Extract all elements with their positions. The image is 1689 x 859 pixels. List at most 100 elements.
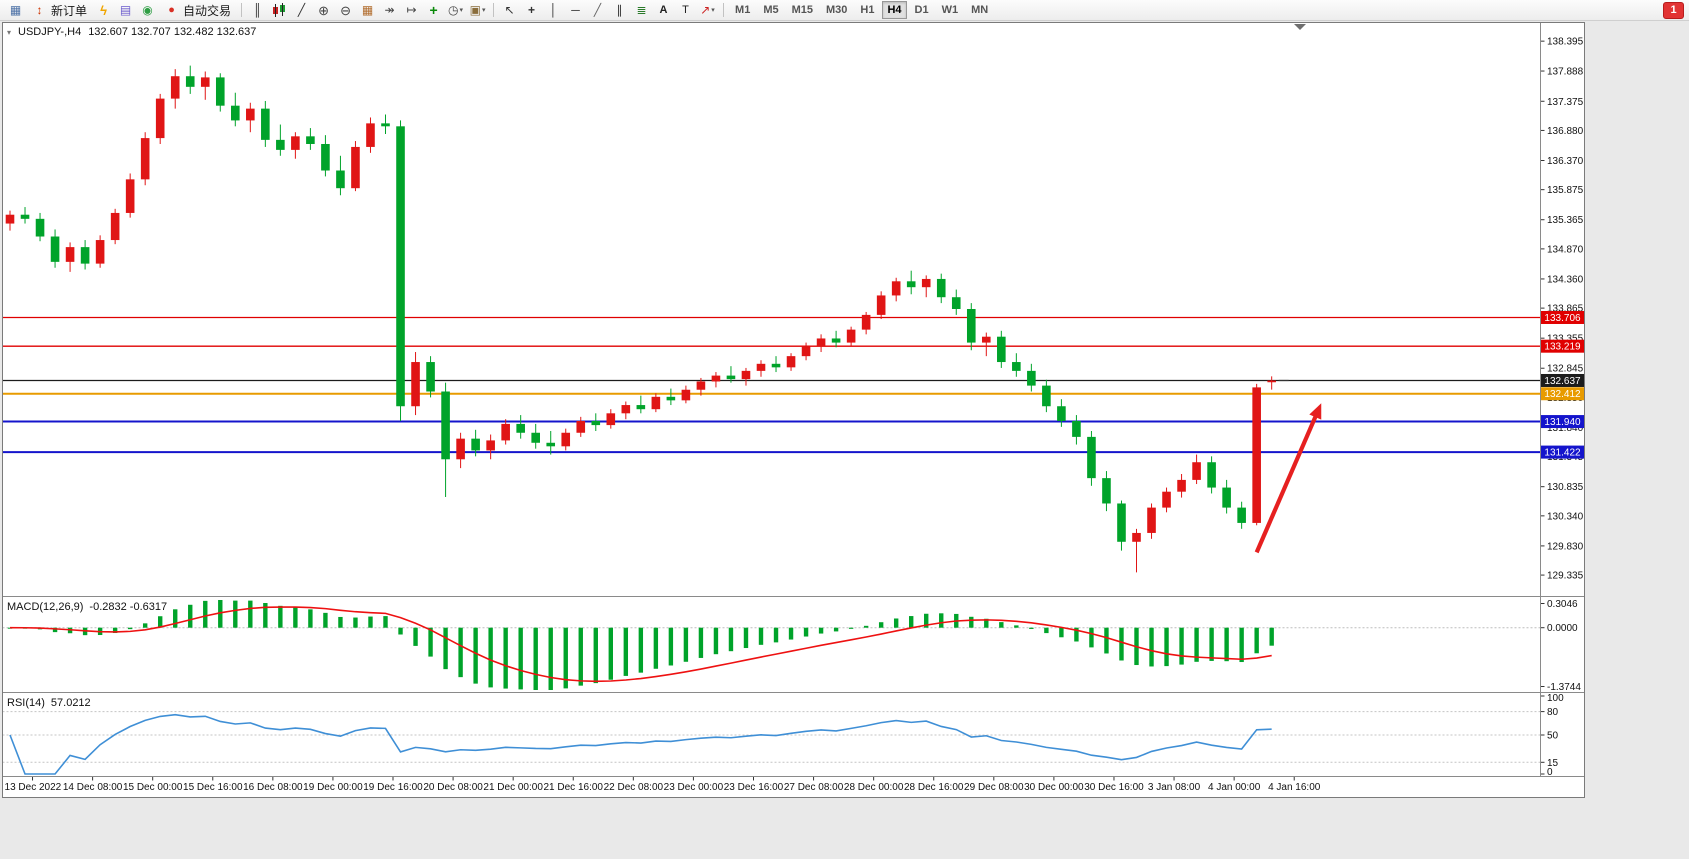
period-m1-button[interactable]: M1 <box>735 4 751 16</box>
svg-text:134.360: 134.360 <box>1547 274 1584 285</box>
svg-text:0.0000: 0.0000 <box>1547 623 1578 634</box>
chart-canvas[interactable]: 138.395 137.888 137.375 136.880 136.370 135.8… <box>2 22 1585 798</box>
period-h1-button[interactable]: H1 <box>860 4 875 16</box>
svg-text:131.940: 131.940 <box>1544 417 1581 428</box>
period-w1-button[interactable]: W1 <box>941 4 959 16</box>
svg-text:13 Dec 2022: 13 Dec 2022 <box>5 782 62 793</box>
market-watch-icon[interactable] <box>137 1 158 20</box>
svg-text:19 Dec 16:00: 19 Dec 16:00 <box>363 782 423 793</box>
autotrading-button[interactable]: 自动交易 <box>159 2 236 19</box>
cursor-icon[interactable] <box>499 1 520 20</box>
svg-text:14 Dec 08:00: 14 Dec 08:00 <box>63 782 123 793</box>
svg-text:15 Dec 16:00: 15 Dec 16:00 <box>183 782 243 793</box>
equidistant-channel-icon[interactable] <box>609 1 630 20</box>
chart-title: ▾ USDJPY-,H4 132.607 132.707 132.482 132… <box>7 26 256 38</box>
indicators-icon[interactable] <box>423 1 444 20</box>
svg-text:23 Dec 16:00: 23 Dec 16:00 <box>724 782 784 793</box>
candlestick-chart-icon[interactable] <box>269 1 290 20</box>
rsi-panel-separator[interactable] <box>2 690 1585 695</box>
svg-text:23 Dec 00:00: 23 Dec 00:00 <box>664 782 724 793</box>
rsi-value: 57.0212 <box>50 697 91 709</box>
svg-text:130.835: 130.835 <box>1547 482 1584 493</box>
svg-text:22 Dec 08:00: 22 Dec 08:00 <box>604 782 664 793</box>
svg-text:21 Dec 00:00: 21 Dec 00:00 <box>483 782 543 793</box>
periods-icon[interactable] <box>445 1 466 20</box>
autotrading-label: 自动交易 <box>183 3 232 18</box>
time-axis[interactable] <box>2 776 1540 798</box>
fibonacci-icon[interactable] <box>631 1 652 20</box>
trendline-icon[interactable] <box>587 1 608 20</box>
zoom-in-icon[interactable] <box>313 1 334 20</box>
svg-text:129.830: 129.830 <box>1547 541 1584 552</box>
svg-text:100: 100 <box>1547 693 1564 704</box>
svg-text:136.880: 136.880 <box>1547 126 1584 137</box>
svg-text:4 Jan 16:00: 4 Jan 16:00 <box>1268 782 1321 793</box>
new-order-icon <box>32 3 47 18</box>
period-mn-button[interactable]: MN <box>971 4 989 16</box>
svg-text:135.365: 135.365 <box>1547 215 1584 226</box>
toolbar-separator <box>493 3 495 17</box>
macd-panel-separator[interactable] <box>2 594 1585 599</box>
svg-text:130.340: 130.340 <box>1547 511 1584 522</box>
svg-text:-1.3744: -1.3744 <box>1547 682 1581 693</box>
templates-icon[interactable] <box>467 1 488 20</box>
candles-layer <box>5 65 1289 573</box>
tile-windows-icon[interactable] <box>357 1 378 20</box>
toolbar-separator <box>241 3 243 17</box>
zoom-out-icon[interactable] <box>335 1 356 20</box>
new-chart-icon[interactable] <box>5 1 26 20</box>
svg-text:129.335: 129.335 <box>1547 571 1584 582</box>
period-m15-button[interactable]: M15 <box>791 4 813 16</box>
svg-text:30 Dec 00:00: 30 Dec 00:00 <box>1024 782 1084 793</box>
svg-text:27 Dec 08:00: 27 Dec 08:00 <box>784 782 844 793</box>
chart-frame <box>2 22 1585 798</box>
horizontal-line-icon[interactable] <box>565 1 586 20</box>
svg-text:28 Dec 00:00: 28 Dec 00:00 <box>844 782 904 793</box>
svg-text:131.840: 131.840 <box>1547 423 1584 434</box>
line-chart-icon[interactable] <box>291 1 312 20</box>
chart-ohlc-values: 132.607 132.707 132.482 132.637 <box>88 26 257 38</box>
chart-shift-marker[interactable] <box>1294 24 1306 30</box>
macd-values: -0.2832 -0.6317 <box>89 601 168 613</box>
metaeditor-icon[interactable] <box>93 1 114 20</box>
svg-text:16 Dec 08:00: 16 Dec 08:00 <box>243 782 303 793</box>
chart-window: 138.395 137.888 137.375 136.880 136.370 135.8… <box>2 22 1585 798</box>
auto-scroll-icon[interactable] <box>379 1 400 20</box>
period-h4-button[interactable]: H4 <box>882 1 907 19</box>
svg-text:138.395: 138.395 <box>1547 37 1584 48</box>
bar-chart-icon[interactable] <box>247 1 268 20</box>
text-label-icon[interactable] <box>675 1 696 20</box>
period-d1-button[interactable]: D1 <box>914 4 929 16</box>
svg-text:50: 50 <box>1547 731 1559 742</box>
data-window-icon[interactable] <box>115 1 136 20</box>
crosshair-icon[interactable] <box>521 1 542 20</box>
time-axis-labels: 13 Dec 2022 14 Dec 08:00 15 Dec 00:00 15 De… <box>5 776 1321 793</box>
toolbar-separator <box>723 3 725 17</box>
svg-text:0.3046: 0.3046 <box>1547 599 1578 610</box>
vertical-line-icon[interactable] <box>543 1 564 20</box>
period-m30-button[interactable]: M30 <box>826 4 848 16</box>
svg-text:0: 0 <box>1547 767 1553 778</box>
svg-text:137.375: 137.375 <box>1547 97 1584 108</box>
svg-text:133.355: 133.355 <box>1547 334 1584 345</box>
trend-arrow[interactable] <box>1254 403 1322 554</box>
new-order-button[interactable]: 新订单 <box>27 2 92 19</box>
svg-text:3 Jan 08:00: 3 Jan 08:00 <box>1148 782 1201 793</box>
svg-text:15 Dec 00:00: 15 Dec 00:00 <box>123 782 183 793</box>
rsi-indicator-label: RSI(14) 57.0212 <box>7 697 91 709</box>
svg-text:134.870: 134.870 <box>1547 244 1584 255</box>
price-tags: 133.706 133.219 132.637 132.412 131.940 131.4… <box>1541 310 1584 459</box>
svg-text:131.422: 131.422 <box>1544 448 1581 459</box>
notification-badge[interactable]: 1 <box>1663 1 1684 19</box>
svg-text:133.706: 133.706 <box>1544 313 1581 324</box>
svg-text:132.637: 132.637 <box>1544 376 1581 387</box>
macd-name: MACD(12,26,9) <box>7 601 84 613</box>
price-axis[interactable] <box>1540 22 1585 776</box>
svg-text:132.845: 132.845 <box>1547 364 1584 375</box>
svg-text:28 Dec 16:00: 28 Dec 16:00 <box>904 782 964 793</box>
svg-text:135.875: 135.875 <box>1547 185 1584 196</box>
period-m5-button[interactable]: M5 <box>763 4 779 16</box>
chart-shift-icon[interactable] <box>401 1 422 20</box>
arrows-icon[interactable] <box>697 1 718 20</box>
text-icon[interactable] <box>653 1 674 20</box>
